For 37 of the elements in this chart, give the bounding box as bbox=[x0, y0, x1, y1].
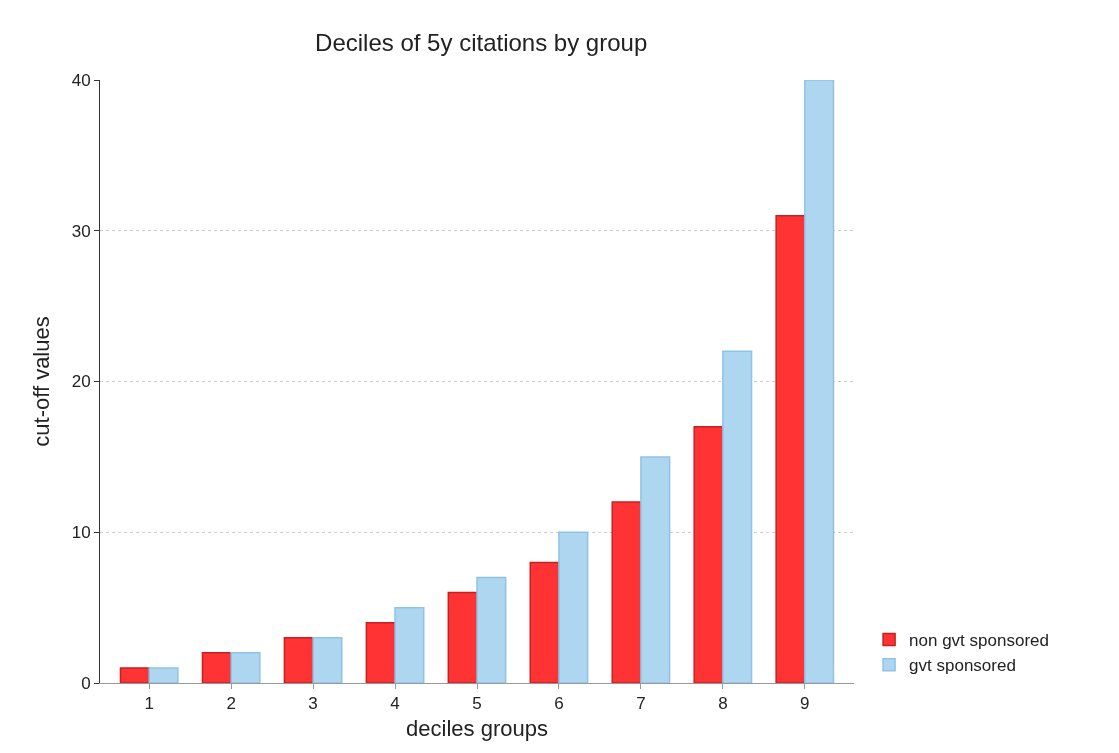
x-tick-label: 6 bbox=[554, 694, 564, 714]
bar bbox=[804, 80, 835, 683]
legend-label: gvt sponsored bbox=[909, 656, 1016, 676]
y-axis-title: cut-off values bbox=[29, 316, 55, 447]
y-tick-label: 10 bbox=[71, 523, 91, 543]
x-tick-label: 3 bbox=[308, 694, 318, 714]
x-tick-label: 7 bbox=[636, 694, 646, 714]
y-tick-label: 20 bbox=[71, 372, 91, 392]
bar bbox=[365, 621, 396, 683]
bar bbox=[722, 350, 753, 683]
bar bbox=[476, 576, 507, 683]
y-tick-label: 30 bbox=[71, 221, 91, 241]
y-tick-label: 40 bbox=[71, 70, 91, 90]
x-tick-label: 4 bbox=[390, 694, 400, 714]
x-axis-title: deciles groups bbox=[406, 716, 548, 742]
bar bbox=[148, 667, 179, 683]
legend-label: non gvt sponsored bbox=[909, 631, 1049, 651]
bar bbox=[775, 214, 806, 683]
bar bbox=[447, 591, 478, 683]
chart-title: Deciles of 5y citations by group bbox=[315, 28, 648, 56]
y-tick-label: 0 bbox=[81, 673, 91, 693]
bar bbox=[312, 637, 343, 683]
x-tick-label: 1 bbox=[144, 694, 154, 714]
bar bbox=[201, 652, 232, 683]
bar bbox=[529, 561, 560, 683]
x-tick-label: 9 bbox=[800, 694, 810, 714]
bar bbox=[119, 667, 150, 683]
bar bbox=[693, 425, 724, 683]
bar bbox=[558, 531, 589, 683]
bar bbox=[394, 606, 425, 683]
x-tick-label: 5 bbox=[472, 694, 482, 714]
bar bbox=[283, 637, 314, 683]
x-tick-label: 8 bbox=[718, 694, 728, 714]
bar bbox=[640, 456, 671, 683]
x-tick-label: 2 bbox=[226, 694, 236, 714]
bar bbox=[611, 501, 642, 683]
bar bbox=[230, 652, 261, 683]
